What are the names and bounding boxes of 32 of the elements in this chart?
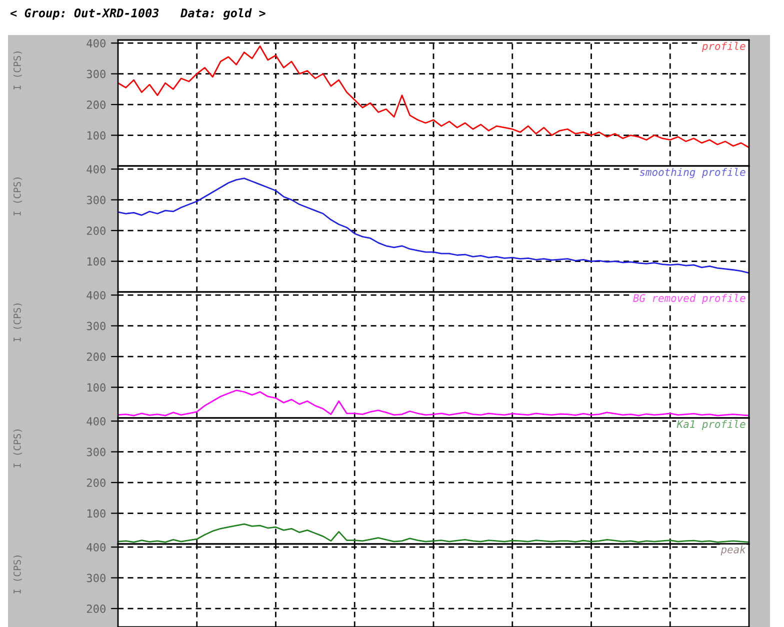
text: smoothing profile — [640, 168, 746, 178]
chart-title: < Group: Out-XRD-1003 Data: gold > — [10, 8, 266, 20]
line-series — [118, 178, 749, 274]
y-tick-label: 200 — [86, 226, 106, 235]
y-tick-label: 200 — [86, 604, 106, 613]
y-tick-label: 100 — [87, 383, 106, 392]
y-tick-label: 400 — [86, 543, 106, 552]
y-tick-label: 300 — [86, 574, 106, 582]
line-series — [118, 390, 749, 416]
y-tick-label: 100 — [87, 257, 106, 266]
y-tick-label: 300 — [86, 196, 106, 204]
y-tick-label: 400 — [86, 165, 106, 174]
legend-label: peak — [720, 545, 746, 556]
text: BG removed profile — [633, 294, 746, 304]
text: profile — [702, 42, 746, 52]
y-tick-label: 300 — [86, 322, 106, 330]
y-tick-label: 300 — [86, 448, 106, 456]
y-tick-label: 400 — [86, 39, 106, 48]
y-axis-title: I (CPS) — [13, 178, 22, 216]
y-tick-label: 400 — [86, 291, 106, 300]
y-tick-label: 200 — [86, 478, 106, 487]
y-tick-label: 100 — [87, 509, 106, 518]
text: Ka1 profile — [676, 420, 746, 430]
y-tick-label: 200 — [86, 352, 106, 361]
y-axis-title: I (CPS) — [13, 556, 22, 594]
y-tick-label: 100 — [87, 131, 106, 140]
y-tick-label: 200 — [86, 100, 106, 109]
y-axis-title: I (CPS) — [13, 52, 22, 90]
y-tick-label: 300 — [86, 70, 106, 78]
y-tick-label: 400 — [86, 417, 106, 426]
y-axis-title: I (CPS) — [13, 430, 22, 468]
y-axis-title: I (CPS) — [13, 304, 22, 342]
